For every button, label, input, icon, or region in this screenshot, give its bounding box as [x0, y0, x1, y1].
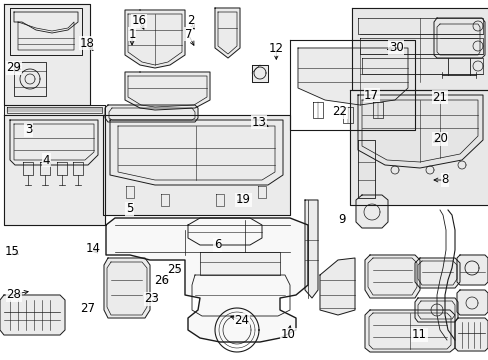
Polygon shape	[357, 18, 482, 34]
Text: 26: 26	[154, 274, 168, 287]
Polygon shape	[125, 10, 184, 68]
Polygon shape	[456, 290, 487, 315]
Polygon shape	[297, 48, 407, 105]
Polygon shape	[200, 252, 280, 275]
Polygon shape	[359, 38, 482, 54]
Polygon shape	[414, 258, 459, 288]
Text: 20: 20	[432, 132, 447, 145]
Polygon shape	[215, 8, 240, 58]
Text: 24: 24	[234, 314, 249, 327]
Text: 30: 30	[388, 41, 403, 54]
Text: 18: 18	[80, 37, 94, 50]
Text: 16: 16	[132, 14, 146, 27]
Polygon shape	[319, 258, 354, 315]
Text: 15: 15	[5, 246, 20, 258]
Polygon shape	[305, 200, 317, 298]
Polygon shape	[361, 58, 482, 74]
Polygon shape	[106, 218, 307, 342]
Text: 29: 29	[6, 61, 21, 74]
Polygon shape	[433, 18, 484, 58]
Polygon shape	[364, 255, 419, 298]
Polygon shape	[456, 255, 487, 285]
Text: 12: 12	[268, 42, 283, 55]
Text: 3: 3	[24, 123, 32, 136]
Polygon shape	[0, 295, 65, 335]
Polygon shape	[103, 115, 289, 215]
Polygon shape	[414, 298, 457, 322]
Text: 4: 4	[42, 154, 50, 167]
Text: 9: 9	[338, 213, 346, 226]
Text: 5: 5	[125, 202, 133, 215]
Polygon shape	[357, 140, 374, 198]
Polygon shape	[454, 318, 487, 351]
Polygon shape	[364, 310, 454, 352]
Text: 25: 25	[167, 263, 182, 276]
Text: 28: 28	[6, 288, 21, 301]
Polygon shape	[104, 258, 150, 318]
Text: 23: 23	[144, 292, 159, 305]
Polygon shape	[355, 195, 387, 228]
Polygon shape	[4, 4, 90, 105]
Text: 7: 7	[184, 28, 192, 41]
Polygon shape	[357, 95, 482, 168]
Text: 13: 13	[251, 116, 266, 129]
Text: 8: 8	[440, 174, 448, 186]
Text: 17: 17	[364, 89, 378, 102]
Text: 11: 11	[411, 328, 426, 341]
Text: 10: 10	[281, 328, 295, 341]
Text: 2: 2	[186, 14, 194, 27]
Polygon shape	[105, 105, 198, 122]
Polygon shape	[10, 120, 98, 165]
Polygon shape	[14, 62, 46, 96]
Text: 22: 22	[332, 105, 346, 118]
Polygon shape	[125, 72, 209, 110]
Polygon shape	[110, 120, 283, 185]
Polygon shape	[10, 8, 82, 55]
Text: 1: 1	[128, 28, 136, 41]
Text: 21: 21	[432, 91, 447, 104]
Text: 19: 19	[236, 193, 250, 206]
Text: 27: 27	[81, 302, 95, 315]
Polygon shape	[251, 65, 267, 82]
Polygon shape	[351, 8, 488, 90]
Text: 14: 14	[85, 242, 100, 255]
Polygon shape	[349, 90, 488, 205]
Polygon shape	[4, 115, 105, 225]
Text: 6: 6	[213, 238, 221, 251]
Polygon shape	[4, 105, 105, 115]
